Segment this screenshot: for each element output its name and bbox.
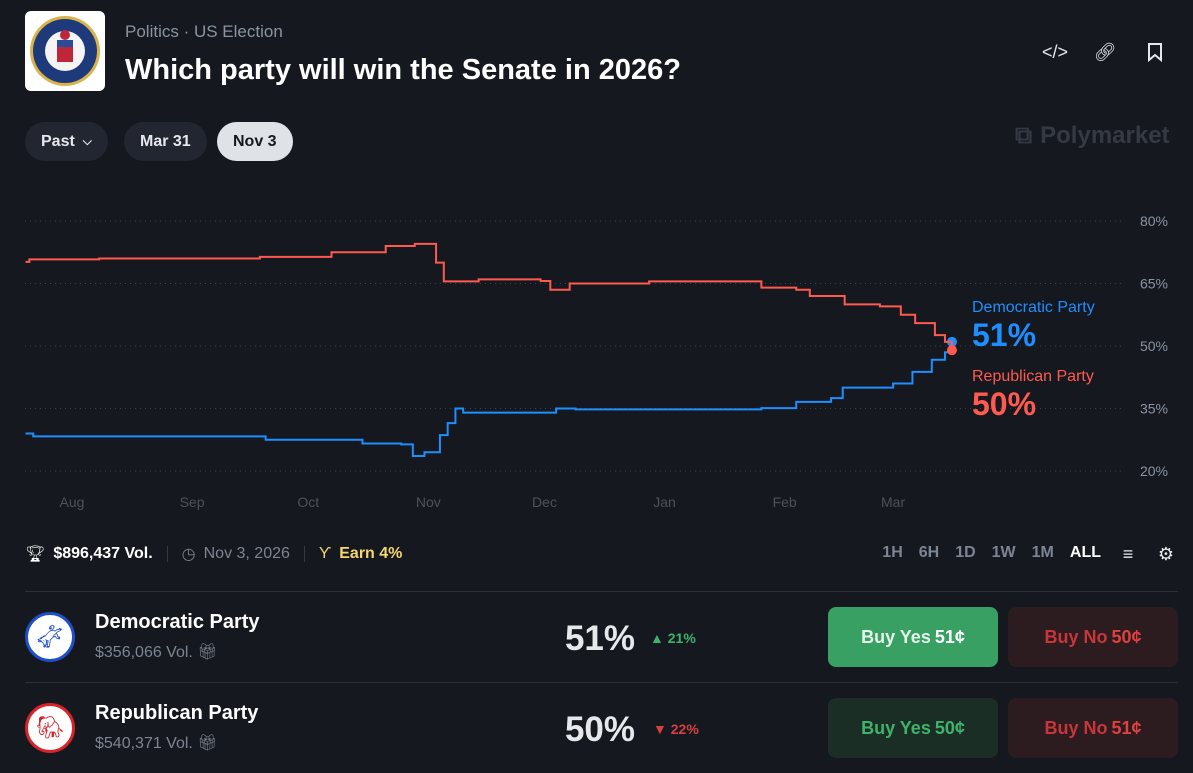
range-all[interactable]: ALL (1069, 544, 1101, 561)
link-icon[interactable]: 🔗︎ (1093, 41, 1117, 62)
gear-icon[interactable]: ⚙ (1157, 543, 1175, 564)
buy-yes-button[interactable]: Buy Yes 50¢ (828, 698, 998, 758)
tab-nov-3[interactable]: Nov 3 (217, 122, 293, 161)
outcome-volume-text: $356,066 Vol. (95, 644, 193, 661)
series-line-republican (25, 242, 953, 351)
time-range-selector: 1H 6H 1D 1W 1M ALL (882, 544, 1101, 562)
range-6h[interactable]: 6H (918, 544, 940, 561)
outcome-volume: $356,066 Vol. 🎁︎ (95, 642, 218, 662)
series-label: Democratic Party (972, 299, 1095, 316)
y-tick-label: 35% (1140, 401, 1168, 417)
divider (25, 682, 1178, 683)
buy-yes-label: Buy Yes (861, 626, 931, 647)
range-1h[interactable]: 1H (882, 544, 903, 561)
y-tick-label: 80% (1140, 213, 1168, 229)
x-tick-label: Oct (297, 494, 319, 510)
clock-icon: ◷ (181, 546, 196, 563)
buy-yes-button[interactable]: Buy Yes 51¢ (828, 607, 998, 667)
outcome-name: Republican Party (95, 702, 259, 724)
change-value: 22% (670, 721, 699, 737)
end-date: Nov 3, 2026 (203, 545, 290, 562)
series-value: 51% (972, 317, 1036, 353)
polymarket-brand: ⧉ Polymarket (1015, 122, 1170, 150)
y-tick-label: 20% (1140, 463, 1168, 479)
outcome-probability: 50% (564, 710, 635, 749)
buy-no-button[interactable]: Buy No 50¢ (1008, 607, 1178, 667)
outcome-volume-text: $540,371 Vol. (95, 735, 193, 752)
market-stats: 🏆︎ $896,437 Vol. ◷ Nov 3, 2026 ϒ Earn 4% (25, 544, 402, 564)
x-tick-label: Aug (60, 494, 85, 510)
tab-mar-31[interactable]: Mar 31 (124, 122, 207, 161)
change-down: ▼ 22% (653, 721, 699, 737)
series-value: 50% (972, 386, 1036, 422)
sprout-icon: ϒ (318, 545, 332, 562)
x-tick-label: Jan (653, 494, 676, 510)
x-tick-label: Mar (881, 494, 905, 510)
earn-link[interactable]: Earn 4% (339, 545, 403, 562)
x-tick-label: Nov (416, 494, 441, 510)
tab-past-label: Past (41, 132, 75, 150)
buy-no-button[interactable]: Buy No 51¢ (1008, 698, 1178, 758)
brand-name: Polymarket (1040, 122, 1170, 149)
divider (25, 591, 1178, 592)
buy-yes-price: 51¢ (934, 626, 965, 647)
series-label: Republican Party (972, 368, 1094, 385)
change-value: 21% (667, 630, 696, 646)
outcome-volume: $540,371 Vol. 🎁︎ (95, 733, 218, 753)
buy-no-label: Buy No (1044, 626, 1108, 647)
buy-yes-price: 50¢ (934, 717, 965, 738)
x-tick-label: Dec (532, 494, 557, 510)
gift-icon[interactable]: 🎁︎ (197, 644, 218, 661)
sort-icon[interactable]: ≡ (1122, 543, 1134, 564)
y-tick-label: 65% (1140, 276, 1168, 292)
senate-seal-logo (25, 11, 105, 91)
range-1m[interactable]: 1M (1031, 544, 1054, 561)
outcome-row[interactable]: 🐘︎ Republican Party $540,371 Vol. 🎁︎ 50%… (25, 683, 1178, 773)
chevron-down-icon: ⌵ (82, 134, 92, 148)
x-tick-label: Sep (180, 494, 205, 510)
total-volume: $896,437 Vol. (53, 545, 153, 562)
breadcrumb-subcategory[interactable]: US Election (193, 22, 283, 41)
polymarket-logo-icon: ⧉ (1015, 122, 1033, 149)
buy-no-price: 50¢ (1111, 626, 1142, 647)
series-line-democratic (25, 341, 953, 457)
series-end-dot (946, 345, 957, 356)
embed-code-icon[interactable]: </> (1041, 41, 1069, 62)
change-up: ▲ 21% (650, 630, 696, 646)
bookmark-icon[interactable] (1141, 38, 1169, 66)
buy-yes-label: Buy Yes (861, 717, 931, 738)
outcome-probability: 51% (564, 619, 635, 658)
y-tick-label: 50% (1140, 338, 1168, 354)
outcome-row[interactable]: 🫏︎ Democratic Party $356,066 Vol. 🎁︎ 51%… (25, 592, 1178, 682)
donkey-icon: 🫏︎ (25, 612, 75, 662)
range-1w[interactable]: 1W (991, 544, 1016, 561)
outcome-name: Democratic Party (95, 611, 260, 633)
elephant-icon: 🐘︎ (25, 703, 75, 753)
gift-icon[interactable]: 🎁︎ (197, 735, 218, 752)
buy-no-price: 51¢ (1111, 717, 1142, 738)
x-tick-label: Feb (773, 494, 797, 510)
breadcrumb: Politics · US Election (125, 22, 283, 41)
trophy-icon: 🏆︎ (25, 546, 46, 563)
page-title: Which party will win the Senate in 2026? (125, 54, 681, 86)
buy-no-label: Buy No (1044, 717, 1108, 738)
range-1d[interactable]: 1D (955, 544, 976, 561)
breadcrumb-category[interactable]: Politics (125, 22, 179, 41)
tab-past[interactable]: Past ⌵ (25, 122, 108, 161)
price-chart[interactable]: 80% 65% 50% 35% 20% Aug Sep Oct Nov Dec Jan Feb Mar D… (0, 0, 1193, 530)
